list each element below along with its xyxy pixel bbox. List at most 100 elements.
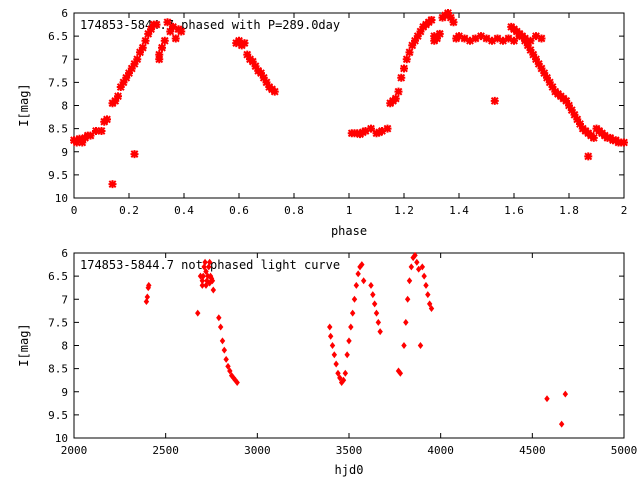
y-tick-label: 8 (61, 100, 68, 113)
unphased-light-curve-panel: 174853-5844.7 not phased light curve 66.… (17, 247, 637, 477)
data-point (412, 251, 418, 259)
data-point (518, 32, 527, 41)
data-point (361, 126, 370, 135)
data-point (521, 36, 529, 45)
data-point (482, 34, 491, 43)
data-point (86, 131, 95, 140)
data-point (359, 261, 365, 269)
data-point (402, 55, 411, 64)
y-axis-ticks: 6 6.5 7 7.5 8 8.5 9 9.5 10 (48, 247, 624, 445)
data-point (373, 309, 380, 317)
data-point (219, 337, 226, 345)
data-point (353, 281, 360, 289)
data-point (234, 379, 240, 386)
data-point (394, 87, 403, 96)
data-point (537, 64, 546, 73)
data-point (360, 277, 367, 285)
x-tick-label: 3500 (336, 444, 363, 457)
data-point (499, 36, 507, 45)
data-point (397, 369, 404, 377)
y-axis-label: I[mag] (17, 83, 31, 126)
data-point (413, 32, 422, 41)
data-point (378, 126, 386, 135)
data-point (136, 48, 144, 57)
data-point (620, 138, 628, 147)
data-point (171, 34, 180, 43)
x-tick-label: 4500 (519, 444, 546, 457)
data-point (433, 34, 441, 43)
y-tick-label: 10 (55, 432, 68, 445)
x-axis-ticks: 0 0.2 0.4 0.6 0.8 1 1.2 1.4 1.6 1.8 2 (71, 13, 627, 217)
y-axis-ticks: 6 6.5 7 7.5 8 8.5 9 9.5 10 (48, 7, 624, 205)
y-tick-label: 7 (61, 53, 68, 66)
data-point (342, 369, 349, 377)
data-point (355, 270, 361, 278)
data-point (200, 272, 206, 280)
x-tick-label: 0 (71, 204, 78, 217)
data-point (202, 258, 208, 266)
y-tick-label: 8.5 (48, 363, 68, 376)
y-tick-label: 9 (61, 386, 68, 399)
data-point (589, 133, 598, 142)
data-point (427, 15, 436, 24)
data-point (138, 43, 147, 52)
data-point (526, 46, 535, 54)
data-point (327, 332, 334, 340)
data-point (225, 362, 231, 370)
data-point (348, 323, 354, 331)
data-point (370, 291, 376, 299)
x-axis-label: hjd0 (335, 463, 364, 477)
data-point (216, 314, 222, 322)
x-tick-label: 0.8 (284, 204, 304, 217)
x-tick-label: 1.2 (394, 204, 414, 217)
data-point (425, 291, 431, 299)
data-point (143, 298, 150, 306)
data-point (337, 374, 343, 382)
data-point (130, 150, 139, 159)
data-point (565, 101, 573, 110)
data-point (490, 96, 499, 105)
data-point (125, 69, 133, 78)
data-point (346, 337, 352, 345)
data-point (414, 258, 420, 266)
y-tick-label: 9 (61, 146, 68, 159)
data-point (248, 57, 257, 66)
data-point (576, 120, 584, 128)
data-point (493, 34, 502, 43)
data-point (130, 59, 139, 68)
data-point (127, 64, 136, 73)
x-axis-ticks: 2000 2500 3000 3500 4000 4500 5000 (61, 253, 637, 457)
data-point (103, 115, 111, 124)
data-point (455, 32, 463, 41)
data-point (405, 48, 414, 57)
data-point (449, 18, 458, 27)
data-point (526, 36, 535, 45)
data-point (529, 50, 538, 59)
data-point (532, 32, 540, 41)
data-point (92, 126, 100, 135)
data-point (203, 268, 209, 275)
data-point (155, 50, 164, 59)
data-point (78, 138, 87, 147)
data-point (562, 96, 571, 105)
y-axis-label: I[mag] (17, 323, 31, 366)
data-point (477, 32, 485, 41)
data-point (160, 36, 169, 45)
data-point (243, 50, 252, 59)
data-point (119, 78, 128, 87)
data-point (240, 39, 249, 48)
data-point (408, 263, 415, 271)
data-point (391, 94, 400, 103)
y-tick-label: 6.5 (48, 30, 68, 43)
data-point (471, 34, 480, 43)
data-point (111, 96, 120, 105)
data-point (152, 20, 161, 29)
phased-light-curve-panel: 174853-5844.7 phased with P=289.0day 6 6.… (17, 7, 628, 238)
data-point (548, 83, 557, 91)
x-tick-label: 0.2 (119, 204, 139, 217)
data-point (195, 309, 201, 317)
chart-title: 174853-5844.7 phased with P=289.0day (80, 18, 340, 32)
data-point (158, 43, 166, 52)
data-point (163, 18, 172, 27)
data-point (510, 36, 518, 45)
